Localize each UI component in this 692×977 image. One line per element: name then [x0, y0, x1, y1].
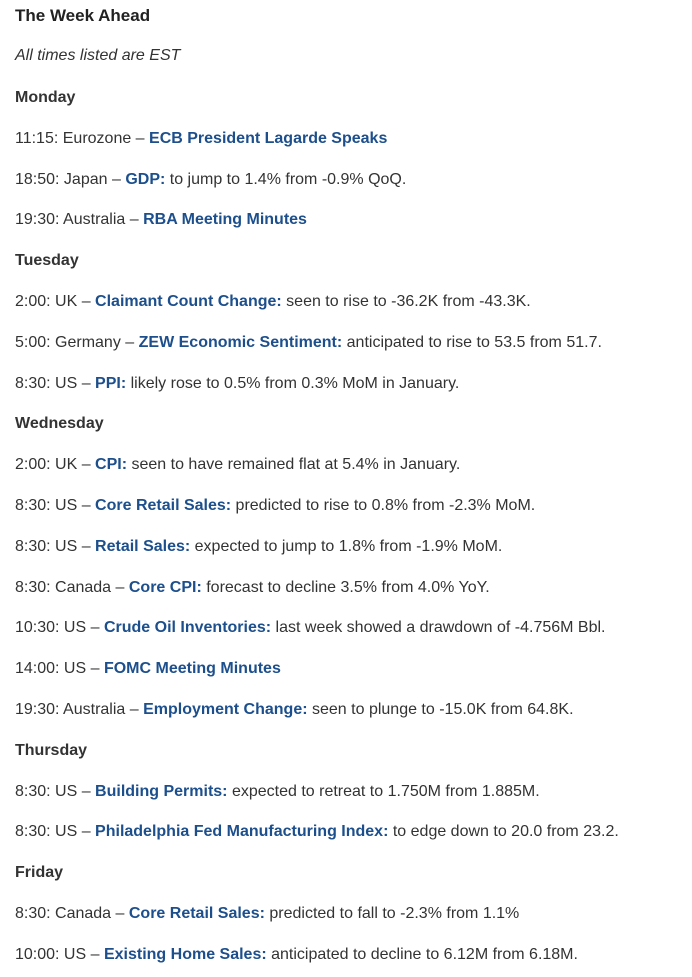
event-time-region: 19:30: Australia –: [15, 211, 144, 229]
event-time-region: 8:30: Canada –: [15, 578, 129, 596]
timezone-note: All times listed are EST: [15, 47, 181, 64]
event-time-region: 8:30: US –: [15, 823, 96, 841]
event-link[interactable]: Core Retail Sales:: [128, 905, 265, 922]
event-link[interactable]: ZEW Economic Sentiment:: [138, 333, 343, 351]
event-time-region: 11:15: Eurozone –: [15, 129, 150, 147]
event-time-region: 19:30: Australia –: [15, 701, 144, 718]
event-row: 5:00: Germany – ZEW Economic Sentiment: …: [15, 333, 602, 353]
event-time-region: 8:30: US –: [15, 497, 96, 514]
event-description: anticipated to rise to 53.5 from 51.7.: [342, 333, 602, 351]
event-link[interactable]: Crude Oil Inventories:: [103, 619, 272, 637]
event-row: 8:30: US – Philadelphia Fed Manufacturin…: [15, 822, 619, 842]
event-link[interactable]: Core CPI:: [128, 578, 202, 596]
event-link[interactable]: Core Retail Sales:: [95, 497, 232, 514]
event-row: 11:15: Eurozone – ECB President Lagarde …: [15, 129, 387, 149]
event-description: forecast to decline 3.5% from 4.0% YoY.: [201, 578, 490, 596]
event-row: 2:00: UK – CPI: seen to have remained fl…: [15, 455, 460, 475]
event-link[interactable]: Existing Home Sales:: [103, 945, 267, 963]
event-time-region: 10:00: US –: [15, 945, 104, 963]
day-heading-wednesday: Wednesday: [15, 415, 104, 433]
event-link[interactable]: RBA Meeting Minutes: [143, 211, 307, 229]
event-row: 10:30: US – Crude Oil Inventories: last …: [15, 618, 606, 638]
event-time-region: 14:00: US –: [15, 660, 104, 678]
event-row: 19:30: Australia – RBA Meeting Minutes: [15, 210, 307, 230]
event-time-region: 18:50: Japan –: [15, 170, 126, 188]
day-heading-friday: Friday: [15, 864, 64, 882]
event-row: 8:30: US – Core Retail Sales: predicted …: [15, 496, 535, 516]
event-row: 10:00: US – Existing Home Sales: anticip…: [15, 945, 578, 965]
event-row: 8:30: Canada – Core CPI: forecast to dec…: [15, 578, 490, 598]
event-row: 14:00: US – FOMC Meeting Minutes: [15, 659, 281, 679]
event-row: 8:30: US – Building Permits: expected to…: [15, 782, 540, 802]
event-time-region: 2:00: UK –: [15, 456, 96, 474]
event-description: seen to rise to -36.2K from -43.3K.: [281, 293, 531, 310]
event-description: seen to plunge to -15.0K from 64.8K.: [307, 701, 574, 718]
event-description: seen to have remained flat at 5.4% in Ja…: [127, 456, 461, 474]
event-row: 19:30: Australia – Employment Change: se…: [15, 700, 574, 720]
event-description: anticipated to decline to 6.12M from 6.1…: [266, 945, 578, 963]
event-link[interactable]: Claimant Count Change:: [95, 293, 282, 310]
event-time-region: 2:00: UK –: [15, 293, 96, 310]
event-description: to jump to 1.4% from -0.9% QoQ.: [165, 170, 407, 188]
event-time-region: 8:30: US –: [15, 537, 96, 555]
event-link[interactable]: ECB President Lagarde Speaks: [149, 129, 388, 147]
event-description: likely rose to 0.5% from 0.3% MoM in Jan…: [126, 374, 460, 392]
event-description: predicted to rise to 0.8% from -2.3% MoM…: [231, 497, 536, 514]
event-description: predicted to fall to -2.3% from 1.1%: [264, 905, 520, 922]
event-link[interactable]: Building Permits:: [95, 782, 228, 800]
event-link[interactable]: Employment Change:: [143, 701, 308, 718]
page-title: The Week Ahead: [15, 6, 151, 25]
event-row: 8:30: US – Retail Sales: expected to jum…: [15, 537, 502, 557]
day-heading-thursday: Thursday: [15, 741, 88, 759]
event-row: 18:50: Japan – GDP: to jump to 1.4% from…: [15, 170, 406, 190]
event-time-region: 8:30: Canada –: [15, 905, 129, 922]
event-description: last week showed a drawdown of -4.756M B…: [271, 619, 606, 637]
event-row: 8:30: US – PPI: likely rose to 0.5% from…: [15, 374, 459, 394]
event-description: to edge down to 20.0 from 23.2.: [388, 823, 619, 841]
event-link[interactable]: Philadelphia Fed Manufacturing Index:: [95, 823, 389, 841]
event-description: expected to jump to 1.8% from -1.9% MoM.: [190, 537, 503, 555]
event-link[interactable]: CPI:: [95, 456, 128, 474]
event-time-region: 5:00: Germany –: [15, 333, 139, 351]
day-heading-tuesday: Tuesday: [15, 252, 79, 270]
event-row: 8:30: Canada – Core Retail Sales: predic…: [15, 904, 519, 924]
event-row: 2:00: UK – Claimant Count Change: seen t…: [15, 292, 531, 312]
event-link[interactable]: FOMC Meeting Minutes: [103, 660, 281, 678]
event-time-region: 8:30: US –: [15, 782, 96, 800]
event-time-region: 10:30: US –: [15, 619, 104, 637]
event-link[interactable]: Retail Sales:: [95, 537, 191, 555]
day-heading-monday: Monday: [15, 89, 76, 106]
event-time-region: 8:30: US –: [15, 374, 96, 392]
event-description: expected to retreat to 1.750M from 1.885…: [227, 782, 540, 800]
event-link[interactable]: GDP:: [125, 170, 166, 188]
event-link[interactable]: PPI:: [95, 374, 127, 392]
